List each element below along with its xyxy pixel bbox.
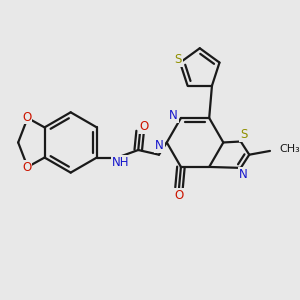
Text: N: N [155, 139, 164, 152]
Text: S: S [240, 128, 247, 141]
Text: O: O [139, 120, 148, 133]
Text: O: O [22, 110, 31, 124]
Text: CH₃: CH₃ [279, 144, 300, 154]
Text: NH: NH [112, 156, 129, 169]
Text: O: O [174, 189, 184, 202]
Text: S: S [175, 53, 182, 66]
Text: N: N [169, 109, 178, 122]
Text: N: N [239, 168, 248, 181]
Text: O: O [22, 161, 31, 174]
